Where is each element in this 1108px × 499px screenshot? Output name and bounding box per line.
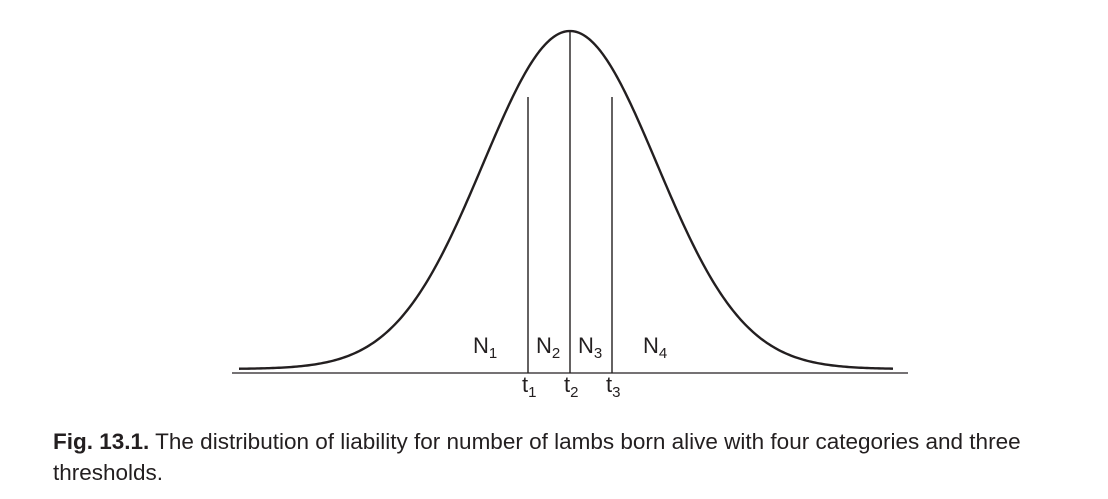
figure-caption: Fig. 13.1. The distribution of liability… xyxy=(53,426,1063,488)
liability-distribution-diagram: N1 N2 N3 N4 t1 t2 t3 xyxy=(232,29,908,401)
threshold-label-t2: t2 xyxy=(564,372,578,401)
region-label-n1: N1 xyxy=(473,333,497,362)
region-label-n3: N3 xyxy=(578,333,602,362)
threshold-label-t3: t3 xyxy=(606,372,620,401)
normal-curve xyxy=(238,29,894,370)
threshold-label-t1: t1 xyxy=(522,372,536,401)
figure-number: Fig. 13.1. xyxy=(53,429,150,454)
caption-text: The distribution of liability for number… xyxy=(53,429,1021,485)
region-label-n2: N2 xyxy=(536,333,560,362)
region-label-n4: N4 xyxy=(643,333,667,362)
